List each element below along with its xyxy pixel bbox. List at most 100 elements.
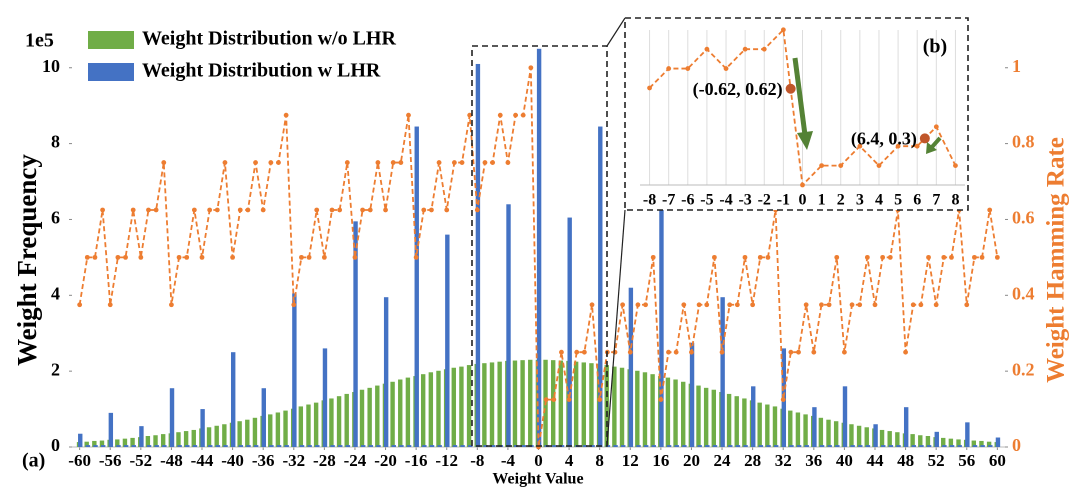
bar (208, 445, 213, 447)
line-point (803, 302, 809, 308)
y-axis-label: Weight Frequency (12, 154, 42, 366)
bar (536, 48, 542, 448)
bar (345, 445, 351, 447)
line-point (153, 207, 159, 213)
bar (728, 445, 733, 447)
bar (628, 287, 634, 447)
line-point (949, 254, 954, 260)
bar (383, 297, 389, 447)
bar (612, 366, 617, 447)
bar (131, 445, 136, 447)
line-point (559, 349, 564, 355)
line-point (436, 160, 442, 165)
bar (873, 424, 878, 447)
bar (734, 396, 739, 447)
line-point (497, 112, 503, 118)
legend-label: Weight Distribution w/o LHR (142, 28, 396, 50)
y-tick-label: 8 (51, 132, 60, 152)
x-tick-label: 4 (875, 192, 883, 209)
bar (185, 445, 190, 447)
bar (298, 406, 304, 447)
x-tick-label: -44 (191, 451, 214, 470)
line-point (566, 397, 572, 402)
line-point (780, 27, 786, 33)
line-point (819, 163, 825, 168)
bar (635, 370, 640, 447)
bar (276, 445, 282, 447)
line-point (635, 302, 641, 308)
x-axis-label: Weight Value (492, 471, 583, 488)
arrow-head (797, 131, 813, 150)
bar (169, 388, 175, 447)
bar (941, 437, 946, 447)
line-point (834, 254, 840, 260)
bar (835, 445, 840, 447)
bar (965, 422, 970, 447)
bar (666, 445, 672, 447)
bar (214, 425, 219, 447)
bar (489, 362, 495, 447)
y2-tick-label: 0.8 (1012, 132, 1035, 152)
bar (521, 445, 527, 447)
bar (757, 402, 762, 447)
line-point (291, 302, 297, 308)
bar (497, 361, 502, 447)
x-tick-label: 2 (837, 192, 845, 209)
bar (215, 445, 221, 447)
x-tick-label: 4 (565, 451, 574, 470)
line-point (490, 160, 496, 165)
bar (359, 389, 365, 447)
x-tick-label: 3 (856, 192, 864, 209)
line-point (627, 349, 633, 355)
bar (743, 445, 748, 447)
bar (651, 445, 657, 447)
inset-frame (624, 17, 969, 211)
line-point (704, 302, 710, 308)
bar (826, 419, 831, 447)
bar (506, 204, 511, 447)
x-tick-label: -7 (662, 192, 675, 209)
x-tick-label: 8 (595, 451, 604, 470)
line-point (864, 254, 870, 260)
line-point (597, 397, 603, 402)
line-point (176, 254, 182, 260)
x-tick-label: 60 (989, 451, 1006, 470)
line-point (344, 160, 350, 165)
bar (682, 445, 687, 447)
line-point (994, 254, 1000, 260)
bar (573, 361, 579, 447)
bar (674, 445, 679, 447)
line-point (123, 254, 128, 260)
bar (475, 63, 481, 447)
bar (995, 437, 1001, 447)
arrow-head (926, 142, 937, 154)
bar (818, 417, 824, 447)
bar (726, 393, 732, 447)
line-point (895, 143, 901, 149)
bar (849, 424, 854, 447)
bar (153, 435, 158, 447)
bar (313, 402, 319, 447)
bar (459, 366, 464, 447)
line-point (230, 254, 235, 260)
x-tick-label: 12 (622, 451, 639, 470)
line-point (761, 46, 767, 52)
bar (957, 445, 962, 447)
bar (558, 360, 564, 447)
line-point (819, 302, 824, 308)
bar (176, 432, 181, 447)
bar (796, 445, 802, 447)
bar (399, 445, 404, 447)
bar (788, 410, 793, 447)
line-point (329, 207, 335, 213)
bar (581, 362, 586, 447)
bar (567, 217, 572, 447)
annotation-label: (-0.62, 0.62) (693, 79, 783, 100)
x-tick-label: -40 (221, 451, 244, 470)
line-point (146, 207, 151, 213)
line-point (876, 163, 882, 168)
bar (605, 445, 611, 447)
bar (879, 429, 885, 447)
bar (903, 407, 909, 447)
bar (306, 404, 311, 447)
